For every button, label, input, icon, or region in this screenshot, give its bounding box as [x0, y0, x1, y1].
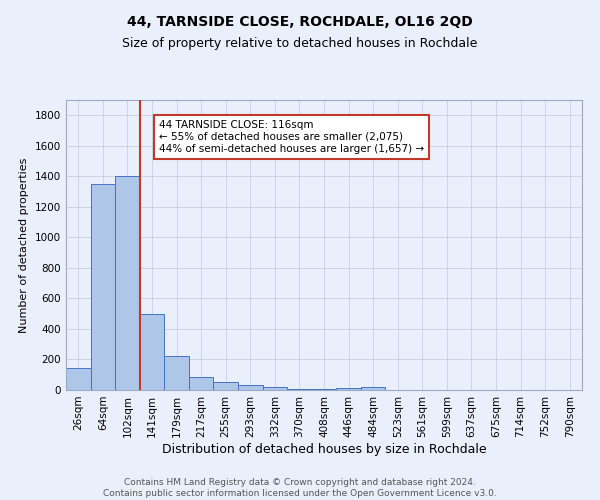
Bar	[91, 184, 115, 390]
Bar	[115, 176, 140, 390]
Bar	[361, 387, 385, 390]
Text: Contains HM Land Registry data © Crown copyright and database right 2024.
Contai: Contains HM Land Registry data © Crown c…	[103, 478, 497, 498]
Bar	[263, 387, 287, 390]
X-axis label: Distribution of detached houses by size in Rochdale: Distribution of detached houses by size …	[161, 442, 487, 456]
Bar	[238, 386, 263, 390]
Bar	[336, 388, 361, 390]
Bar	[140, 314, 164, 390]
Bar	[189, 377, 214, 390]
Text: 44, TARNSIDE CLOSE, ROCHDALE, OL16 2QD: 44, TARNSIDE CLOSE, ROCHDALE, OL16 2QD	[127, 15, 473, 29]
Bar	[164, 356, 189, 390]
Bar	[66, 368, 91, 390]
Bar	[287, 389, 312, 390]
Text: 44 TARNSIDE CLOSE: 116sqm
← 55% of detached houses are smaller (2,075)
44% of se: 44 TARNSIDE CLOSE: 116sqm ← 55% of detac…	[159, 120, 424, 154]
Y-axis label: Number of detached properties: Number of detached properties	[19, 158, 29, 332]
Bar	[214, 382, 238, 390]
Bar	[312, 389, 336, 390]
Text: Size of property relative to detached houses in Rochdale: Size of property relative to detached ho…	[122, 38, 478, 51]
